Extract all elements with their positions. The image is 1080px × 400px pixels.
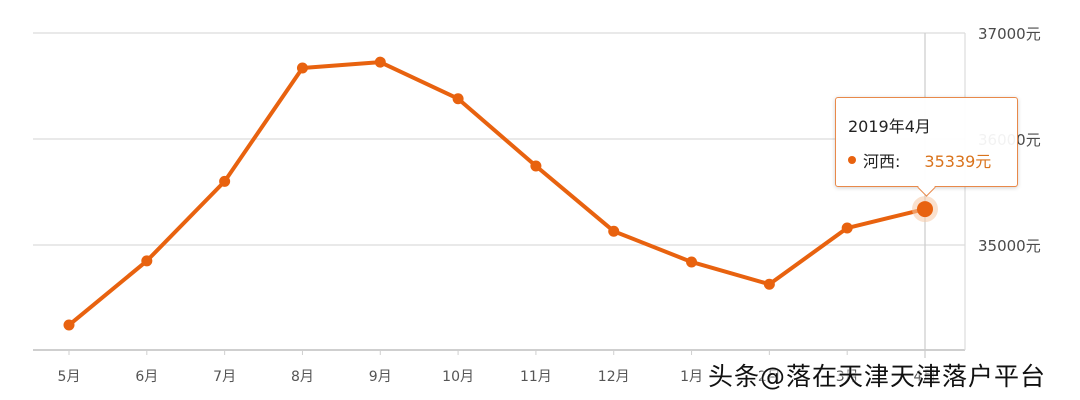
- data-point[interactable]: [841, 222, 853, 234]
- data-point[interactable]: [763, 278, 775, 290]
- series-line-hexi: [67, 60, 927, 328]
- data-point[interactable]: [296, 62, 308, 74]
- watermark: 头条@落在天津天津落户平台: [708, 362, 1047, 391]
- data-point[interactable]: [686, 256, 698, 268]
- x-axis-label: 8月: [290, 369, 314, 385]
- gridlines: [33, 32, 966, 355]
- data-point[interactable]: [608, 225, 620, 237]
- data-point-active[interactable]: [917, 201, 933, 218]
- x-axis-label: 3月: [835, 369, 859, 385]
- x-axis-label: 4月: [913, 369, 937, 385]
- x-axis-label: 12月: [597, 369, 630, 385]
- data-point[interactable]: [452, 93, 464, 105]
- data-point[interactable]: [530, 160, 542, 172]
- x-axis-label: 11月: [519, 369, 552, 385]
- x-axis-label: 1月: [680, 369, 703, 385]
- x-axis-label: 5月: [57, 369, 81, 385]
- y-axis-label: 37000元: [978, 25, 1041, 43]
- tooltip-title: 2019年4月: [848, 117, 931, 136]
- tooltip: 2019年4月 河西: 35339元: [835, 97, 1018, 187]
- data-point[interactable]: [141, 255, 153, 267]
- x-axis-label: 2月: [757, 369, 781, 385]
- data-point[interactable]: [374, 56, 386, 68]
- y-axis-label: 35000元: [978, 237, 1041, 255]
- x-axis-label: 9月: [368, 369, 392, 385]
- x-axis-label: 10月: [442, 369, 474, 385]
- data-point[interactable]: [219, 175, 231, 187]
- data-points[interactable]: [63, 56, 939, 331]
- series-dot-icon: [848, 156, 856, 164]
- series-line: [67, 60, 927, 328]
- tooltip-value: 35339元: [924, 152, 992, 171]
- tooltip-series-row: 河西: 35339元: [848, 148, 991, 172]
- data-point[interactable]: [63, 319, 75, 331]
- tooltip-series-label: 河西:: [863, 152, 901, 171]
- x-axis-label: 7月: [213, 369, 237, 385]
- x-axis-label: 6月: [135, 369, 159, 385]
